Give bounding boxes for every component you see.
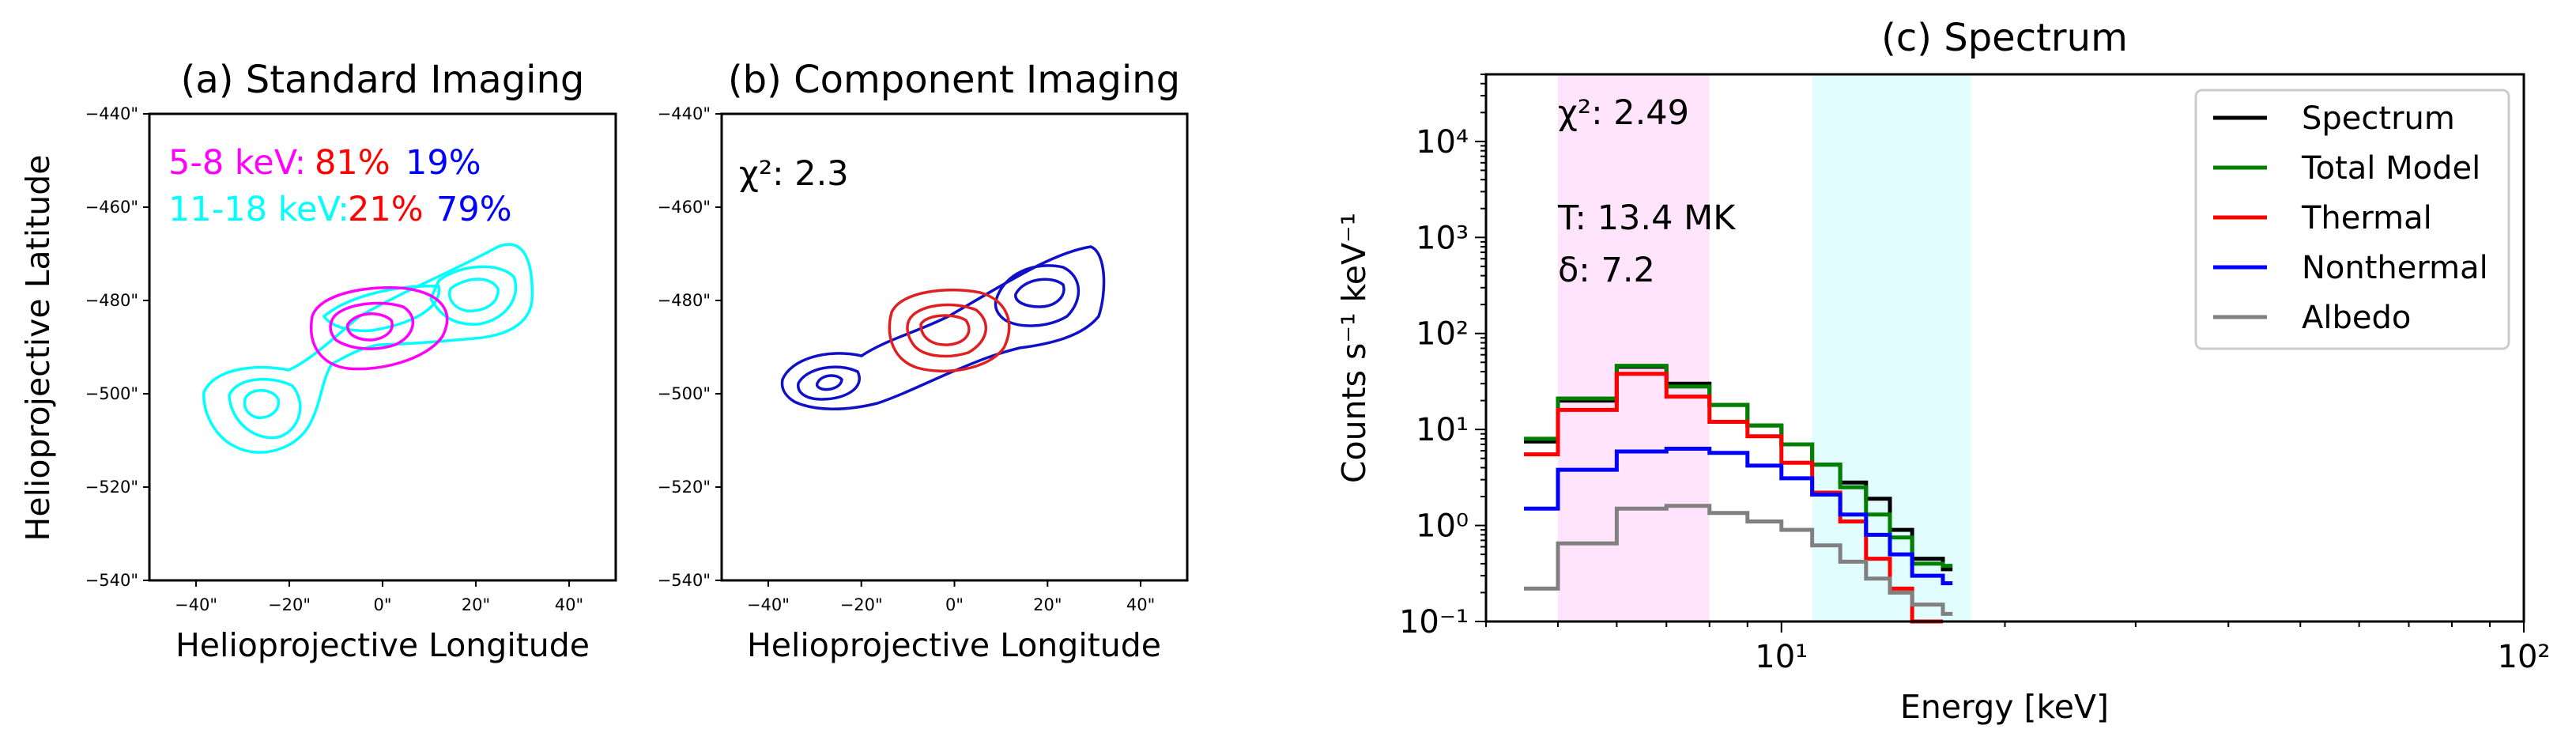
- legend-items: Spectrum Total Model Thermal Nonthermal Albe…: [2213, 100, 2488, 336]
- panel-c: (c) Spectrum χ²: 2.49 T: 13.4 MK δ: 7.2 …: [1335, 16, 2550, 726]
- panel-a-xlabel: Helioprojective Longitude: [175, 626, 590, 664]
- panel-a-title: (a) Standard Imaging: [181, 58, 585, 102]
- panel-c-xtick-label: 10²: [2498, 639, 2551, 675]
- ann-11-18-thermal: 21%: [348, 190, 424, 229]
- contour-nonthermal-inner: [815, 374, 843, 391]
- contour-thermal-inner: [919, 314, 971, 346]
- panel-c-ytick-label: 10⁰: [1416, 508, 1469, 545]
- spectrum-series: [1524, 364, 1953, 624]
- panel-b-xtick-label: 40": [1126, 595, 1155, 614]
- contour-11-18-east-inner: [448, 278, 500, 312]
- panel-b-ytick-label: −460": [658, 198, 711, 217]
- band-5-8kev: [1558, 74, 1710, 621]
- panel-b-xtick-label: 20": [1033, 595, 1062, 614]
- panel-b-xtick-label: −40": [747, 595, 790, 614]
- panel-a-ytick-label: −460": [85, 198, 138, 217]
- contour-thermal-mid: [906, 303, 988, 358]
- contour-nonthermal-east-inner: [1014, 278, 1065, 308]
- panel-a-ytick-label: −500": [85, 384, 138, 403]
- panel-c-xtick-label: 10¹: [1755, 639, 1808, 675]
- contour-5-8-mid: [329, 301, 415, 350]
- contours-nonthermal: [780, 245, 1106, 411]
- panel-a-ticks: −40" −20" 0" 20" 40" −440" −460" −480" −500" −520…: [85, 104, 584, 614]
- panel-b-ytick-label: −520": [658, 478, 711, 497]
- panel-b-xlabel: Helioprojective Longitude: [747, 626, 1161, 664]
- panel-c-ytick-label: 10³: [1416, 220, 1469, 256]
- panel-c-temperature: T: 13.4 MK: [1557, 198, 1737, 238]
- panel-a-ytick-label: −440": [85, 104, 138, 123]
- legend-label-total-model: Total Model: [2301, 150, 2480, 187]
- series-albedo: [1524, 504, 1953, 616]
- ann-11-18-nonthermal: 79%: [436, 190, 512, 229]
- legend-box: [2194, 89, 2510, 350]
- panel-a-xtick-label: 0": [373, 595, 391, 614]
- series-nonthermal: [1524, 447, 1953, 586]
- panel-c-ytick-label: 10⁴: [1416, 124, 1469, 161]
- legend-label-nonthermal: Nonthermal: [2302, 250, 2488, 286]
- contour-thermal-outer: [888, 288, 1011, 372]
- ann-5-8-nonthermal: 19%: [405, 143, 481, 183]
- panel-c-ylabel: Counts s⁻¹ keV⁻¹: [1335, 213, 1373, 483]
- contour-5-8-inner: [346, 312, 394, 342]
- panel-c-ticks: 10¹ 10² 10⁻¹ 10⁰ 10¹ 10² 10³ 10⁴: [1399, 74, 2551, 675]
- contour-11-18-mid: [228, 377, 302, 440]
- contour-nonthermal-east-mid: [994, 264, 1081, 327]
- panel-c-annotations: χ²: 2.49 T: 13.4 MK δ: 7.2: [1557, 93, 1737, 290]
- ann-row-5-8: 5-8 keV: 81% 19%: [168, 143, 481, 183]
- panel-a-ytick-label: −480": [85, 291, 138, 310]
- panel-b-ticks: −40" −20" 0" 20" 40" −440" −460" −480" −500" −520…: [658, 104, 1156, 614]
- panel-a: (a) Standard Imaging 5-8 keV: 81% 19% 11…: [19, 58, 617, 664]
- panel-a-xtick-label: 40": [555, 595, 583, 614]
- contour-nonthermal-outer: [780, 245, 1106, 411]
- panel-c-chi2: χ²: 2.49: [1558, 93, 1689, 133]
- panel-b-ytick-label: −540": [658, 571, 711, 590]
- contours-5-8kev: [310, 286, 449, 371]
- contours-thermal: [888, 288, 1011, 372]
- panel-c-title: (c) Spectrum: [1881, 16, 2128, 60]
- ann-row-11-18: 11-18 keV: 21% 79%: [168, 190, 512, 229]
- panel-a-ytick-label: −520": [85, 478, 138, 497]
- panel-c-xlabel: Energy [keV]: [1900, 688, 2109, 726]
- legend-label-thermal: Thermal: [2301, 200, 2432, 236]
- contours-11-18kev: [202, 243, 534, 454]
- panel-b-chi2: χ²: 2.3: [739, 154, 849, 194]
- legend-label-albedo: Albedo: [2302, 300, 2411, 336]
- panel-b-ytick-label: −480": [658, 291, 711, 310]
- panel-a-ylabel: Helioprojective Latitude: [19, 155, 57, 542]
- panel-b-ytick-label: −500": [658, 384, 711, 403]
- panel-a-xtick-label: −20": [268, 595, 311, 614]
- ann-5-8-label: 5-8 keV:: [168, 143, 306, 183]
- panel-a-ytick-label: −540": [85, 571, 138, 590]
- ann-11-18-label: 11-18 keV:: [168, 190, 349, 229]
- panel-a-xtick-label: −40": [175, 595, 217, 614]
- series-total-model: [1524, 364, 1953, 569]
- panel-c-ytick-label: 10¹: [1416, 412, 1469, 448]
- panel-b-xtick-label: −20": [840, 595, 883, 614]
- panel-b-xtick-label: 0": [945, 595, 964, 614]
- panel-a-xtick-label: 20": [462, 595, 490, 614]
- series-thermal: [1524, 372, 1944, 624]
- panel-c-ytick-label: 10²: [1416, 316, 1469, 353]
- panel-b-title: (b) Component Imaging: [728, 58, 1180, 102]
- contour-nonthermal-mid: [797, 365, 861, 401]
- legend: Spectrum Total Model Thermal Nonthermal Albe…: [2194, 89, 2510, 350]
- ann-5-8-thermal: 81%: [315, 143, 390, 183]
- contour-11-18-inner: [243, 389, 281, 419]
- panel-c-delta: δ: 7.2: [1558, 251, 1655, 290]
- panel-a-annotations: 5-8 keV: 81% 19% 11-18 keV: 21% 79%: [168, 143, 512, 229]
- legend-label-spectrum: Spectrum: [2302, 100, 2455, 137]
- contour-5-8-outer: [310, 286, 449, 371]
- contour-11-18-outer: [202, 243, 534, 454]
- panel-b: (b) Component Imaging χ²: 2.3 −40" −20" 0"…: [658, 58, 1189, 664]
- panel-b-ytick-label: −440": [658, 104, 711, 123]
- panel-c-ytick-label: 10⁻¹: [1399, 604, 1469, 640]
